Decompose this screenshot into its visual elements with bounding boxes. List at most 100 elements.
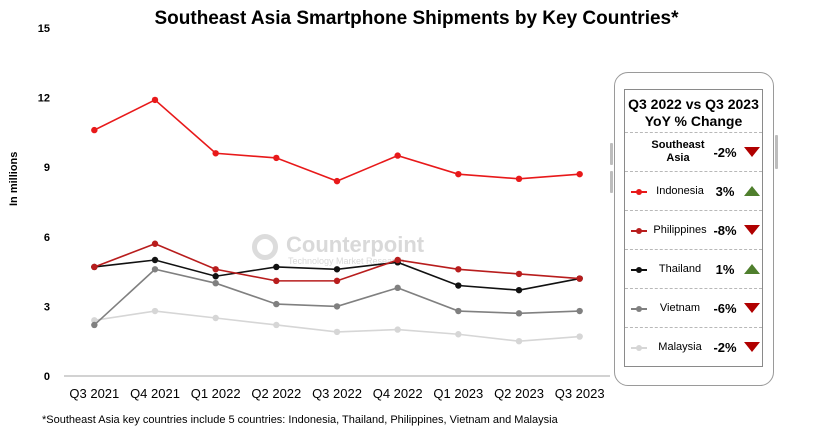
data-point-indonesia (273, 154, 280, 162)
panel-row: Philippines -8% (625, 210, 762, 250)
panel-row-name: Vietnam (659, 302, 701, 314)
x-tick-label: Q4 2022 (373, 386, 423, 401)
panel-row-pct: -2% (713, 340, 737, 355)
y-tick-label: 6 (44, 232, 50, 244)
panel-row-pct: -8% (713, 223, 737, 238)
data-point-vietnam (212, 280, 219, 287)
triangle-up-icon (744, 264, 760, 274)
watermark-tagline: Technology Market Research (288, 256, 405, 266)
data-point-philippines (273, 277, 280, 285)
data-point-vietnam (455, 307, 462, 315)
y-tick-label: 9 (44, 162, 50, 174)
counterpoint-logo-icon (252, 234, 278, 260)
data-point-indonesia (333, 177, 341, 185)
data-point-indonesia (576, 170, 583, 178)
panel-heading-line1: Q3 2022 vs Q3 2023 (628, 96, 759, 112)
data-point-malaysia (515, 338, 523, 345)
panel-row: Malaysia -2% (625, 327, 762, 367)
panel-row-name: Indonesia (656, 185, 704, 197)
phone-side-button (610, 143, 613, 165)
data-point-malaysia (273, 321, 280, 329)
data-point-indonesia (212, 150, 219, 157)
data-point-philippines (151, 240, 159, 247)
data-point-vietnam (576, 307, 583, 315)
panel-row-pct: -2% (713, 145, 737, 160)
x-tick-label: Q1 2023 (433, 386, 483, 401)
data-point-thailand (212, 273, 219, 280)
data-point-philippines (212, 266, 219, 273)
data-point-thailand (455, 282, 462, 289)
data-point-vietnam (515, 310, 523, 317)
panel-row-name: Thailand (658, 263, 702, 275)
x-tick-label: Q4 2021 (130, 386, 180, 401)
data-point-thailand (151, 256, 159, 264)
data-point-indonesia (91, 126, 98, 134)
data-point-malaysia (455, 331, 462, 338)
triangle-down-icon (744, 303, 760, 313)
data-point-malaysia (333, 328, 341, 336)
data-point-vietnam (273, 300, 280, 308)
panel-heading: Q3 2022 vs Q3 2023 YoY % Change (625, 90, 762, 138)
data-point-thailand (515, 286, 523, 294)
data-point-vietnam (91, 321, 98, 329)
x-tick-label: Q1 2022 (191, 386, 241, 401)
x-tick-label: Q3 2021 (69, 386, 119, 401)
phone-side-button (610, 171, 613, 193)
data-point-philippines (515, 270, 523, 278)
watermark-name: Counterpoint (286, 232, 425, 257)
chart-title: Southeast Asia Smartphone Shipments by K… (154, 8, 679, 29)
x-tick-label: Q3 2023 (555, 386, 605, 401)
panel-row-pct: -6% (713, 301, 737, 316)
panel-row-pct: 1% (715, 262, 735, 277)
data-point-philippines (333, 277, 341, 285)
legend-dot-marker (636, 267, 642, 273)
triangle-up-icon (744, 186, 760, 196)
yoy-phone-panel: Q3 2022 vs Q3 2023 YoY % Change Southeas… (610, 72, 778, 386)
y-tick-label: 12 (38, 93, 50, 105)
data-point-vietnam (333, 303, 341, 310)
panel-row: Indonesia 3% (625, 171, 762, 211)
y-tick-label: 3 (44, 301, 50, 313)
panel-row: Thailand 1% (625, 249, 762, 289)
data-point-philippines (455, 266, 462, 273)
data-point-philippines (91, 263, 98, 271)
data-point-malaysia (212, 314, 219, 322)
data-point-malaysia (576, 333, 583, 340)
triangle-down-icon (744, 225, 760, 235)
panel-heading-line2: YoY % Change (644, 113, 743, 129)
panel-row: Southeast Asia -2% (625, 132, 762, 172)
data-point-malaysia (91, 317, 98, 324)
data-point-indonesia (394, 152, 401, 159)
data-point-malaysia (394, 326, 401, 333)
data-point-malaysia (151, 307, 159, 315)
y-axis-label: In millions (8, 151, 20, 206)
data-point-thailand (333, 266, 341, 273)
yoy-panel: Q3 2022 vs Q3 2023 YoY % Change Southeas… (624, 89, 763, 367)
legend-dot-marker (636, 228, 642, 234)
data-point-thailand (273, 263, 280, 271)
panel-row-name: Southeast Asia (651, 139, 705, 164)
triangle-down-icon (744, 342, 760, 352)
series-line-vietnam (93, 268, 580, 326)
series-line-philippines (94, 242, 580, 282)
legend-dot-marker (636, 306, 642, 312)
footnote: *Southeast Asia key countries include 5 … (42, 414, 558, 426)
series-line-malaysia (94, 310, 580, 343)
legend-dot-marker (636, 345, 642, 351)
series-line-thailand (94, 259, 580, 291)
panel-row: Vietnam -6% (625, 288, 762, 328)
x-tick-label: Q2 2023 (494, 386, 544, 401)
data-point-indonesia (515, 175, 523, 182)
legend-dot-marker (636, 189, 642, 195)
panel-row-name: Malaysia (658, 341, 702, 353)
data-point-indonesia (455, 170, 462, 178)
data-point-vietnam (151, 266, 159, 273)
x-tick-label: Q2 2022 (251, 386, 301, 401)
data-point-philippines (576, 275, 583, 282)
data-point-vietnam (394, 284, 401, 292)
series-line-indonesia (93, 98, 580, 182)
panel-row-pct: 3% (715, 184, 735, 199)
y-tick-label: 0 (44, 371, 50, 383)
panel-row-name: Philippines (653, 224, 707, 236)
